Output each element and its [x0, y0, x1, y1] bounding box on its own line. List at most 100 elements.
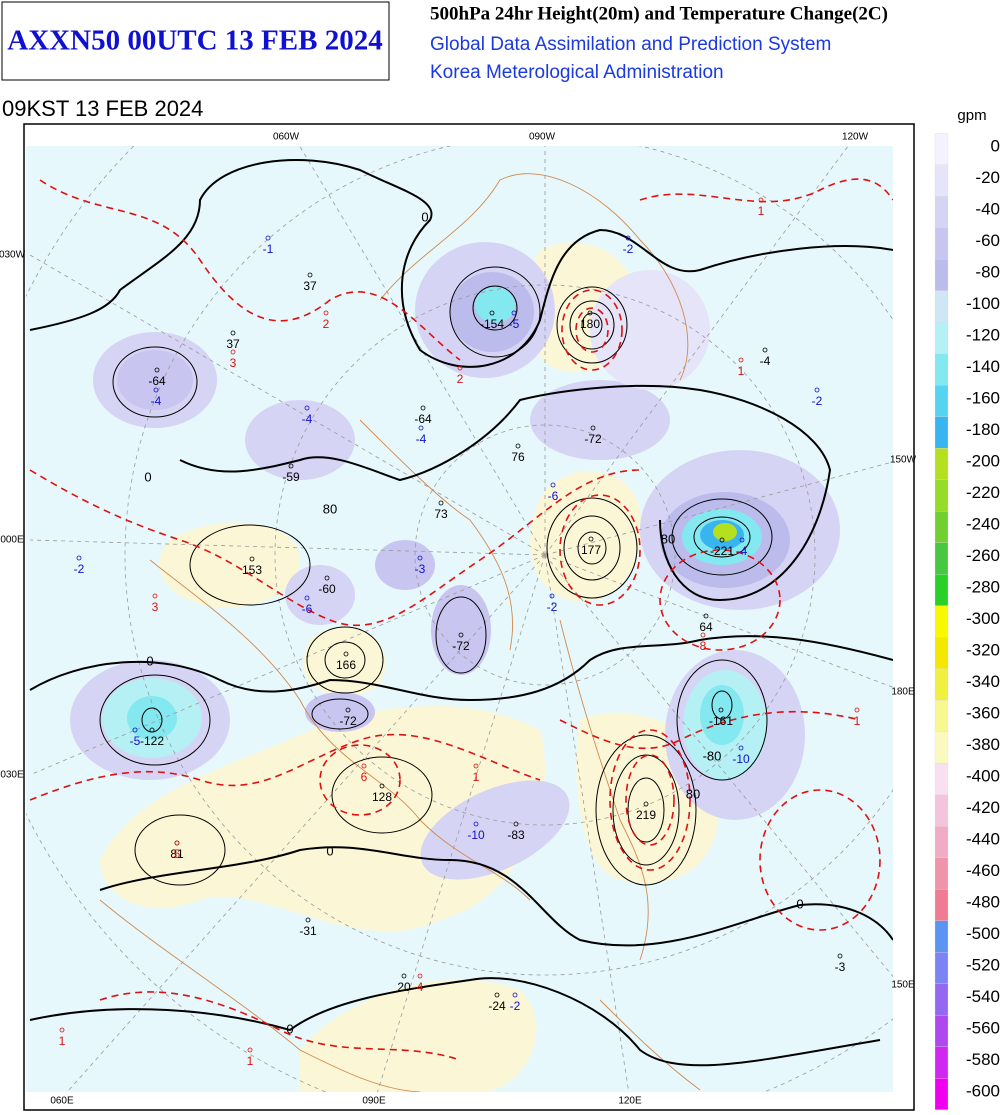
- colorbar-swatch: [934, 826, 949, 858]
- station-marker: [305, 917, 311, 923]
- colorbar-swatch: [934, 259, 949, 291]
- station-marker: [854, 707, 860, 713]
- colorbar-unit: gpm: [957, 107, 986, 124]
- temperature-change-label: -10: [467, 828, 485, 842]
- geo-label: 090W: [529, 132, 556, 143]
- station-marker: [304, 595, 310, 601]
- height-change-label: 81: [170, 847, 184, 861]
- station-marker: [549, 593, 555, 599]
- station-marker: [361, 763, 367, 769]
- colorbar-label: -60: [975, 231, 1000, 250]
- colorbar-swatch: [934, 196, 949, 228]
- geo-label: 180E: [891, 687, 915, 698]
- height-change-label: -122: [140, 734, 164, 748]
- station-marker: [700, 632, 706, 638]
- station-marker: [550, 482, 556, 488]
- temperature-change-label: -6: [302, 602, 313, 616]
- station-marker: [739, 537, 745, 543]
- colorbar-label: -80: [975, 262, 1000, 281]
- station-marker: [511, 310, 517, 316]
- height-change-label: 177: [581, 543, 601, 557]
- contour-label: 0: [421, 209, 428, 224]
- station-marker: [154, 367, 160, 373]
- station-marker: [473, 821, 479, 827]
- temperature-change-label: 6: [361, 770, 368, 784]
- colorbar-label: -140: [966, 357, 1000, 376]
- station-marker: [457, 365, 463, 371]
- contour-label: 80: [323, 501, 337, 516]
- geo-labels: 060W 090W 120W 060E 090E 120E 030W 000E 030E 150W…: [0, 132, 917, 1107]
- station-marker: [76, 555, 82, 561]
- temperature-change-label: -2: [510, 999, 521, 1013]
- colorbar-label: -600: [966, 1081, 1000, 1100]
- station-marker: [420, 405, 426, 411]
- colorbar-label: -200: [966, 451, 1000, 470]
- temperature-change-label: 1: [758, 204, 765, 218]
- station-marker: [343, 651, 349, 657]
- valid-time: 09KST 13 FEB 2024: [2, 96, 203, 121]
- colorbar-label: -560: [966, 1018, 1000, 1037]
- colorbar-swatch: [934, 574, 949, 606]
- station-marker: [401, 973, 407, 979]
- temperature-change-label: 4: [417, 980, 424, 994]
- contour-label: 0: [796, 896, 803, 911]
- station-marker: [379, 783, 385, 789]
- colorbar-label: 0: [991, 136, 1000, 155]
- height-change-label: -64: [148, 374, 166, 388]
- colorbar-label: -40: [975, 199, 1000, 218]
- height-change-label: 37: [226, 337, 240, 351]
- height-change-label: 76: [511, 450, 525, 464]
- station-marker: [230, 349, 236, 355]
- colorbar-label: -20: [975, 168, 1000, 187]
- height-change-label: -72: [452, 639, 470, 653]
- colorbar-swatch: [934, 1078, 949, 1110]
- geo-label: 090E: [362, 1096, 386, 1107]
- colorbar-label: -420: [966, 798, 1000, 817]
- height-change-label: -3: [835, 960, 846, 974]
- height-change-label: -31: [299, 924, 317, 938]
- station-marker: [489, 310, 495, 316]
- height-change-label: 128: [372, 790, 392, 804]
- station-marker: [417, 973, 423, 979]
- colorbar-label: -500: [966, 924, 1000, 943]
- station-marker: [438, 500, 444, 506]
- station-marker: [149, 727, 155, 733]
- temperature-change-label: -4: [737, 544, 748, 558]
- height-change-label: 20: [397, 980, 411, 994]
- colorbar-label: -340: [966, 672, 1000, 691]
- product-id: AXXN50 00UTC 13 FEB 2024: [7, 25, 382, 57]
- map-title: 500hPa 24hr Height(20m) and Temperature …: [430, 3, 888, 24]
- colorbar-swatch: [934, 983, 949, 1016]
- colorbar-swatch: [934, 322, 949, 354]
- temperature-change-label: 1: [59, 1034, 66, 1048]
- contour-label: 0: [144, 469, 151, 484]
- temperature-change-label: -5: [509, 317, 520, 331]
- station-marker: [758, 197, 764, 203]
- station-marker: [59, 1027, 65, 1033]
- station-marker: [738, 745, 744, 751]
- station-marker: [512, 992, 518, 998]
- colorbar-swatch: [934, 763, 949, 795]
- colorbar-swatch: [934, 479, 949, 512]
- colorbar-label: -480: [966, 892, 1000, 911]
- temperature-change-label: 8: [700, 639, 707, 653]
- coastlines: [99, 173, 701, 1092]
- colorbar-label: -360: [966, 703, 1000, 722]
- height-change-label: -221: [710, 544, 734, 558]
- temperature-change-label: 2: [323, 317, 330, 331]
- station-marker: [288, 463, 294, 469]
- colorbar-swatch: [934, 511, 949, 543]
- height-change-label: 73: [434, 507, 448, 521]
- colorbar: gpm 0 -20 -40 -60 -80 -100 -120 -140 -160 -180 -200…: [934, 107, 1000, 1110]
- station-marker: [718, 707, 724, 713]
- station-marker: [247, 1047, 253, 1053]
- station-marker: [643, 801, 649, 807]
- height-change-label: 219: [636, 808, 656, 822]
- temperature-change-label: 5: [174, 847, 181, 861]
- contour-label: 0: [326, 843, 333, 858]
- station-marker: [762, 347, 768, 353]
- colorbar-swatch: [934, 920, 949, 953]
- height-change-label: -59: [282, 470, 300, 484]
